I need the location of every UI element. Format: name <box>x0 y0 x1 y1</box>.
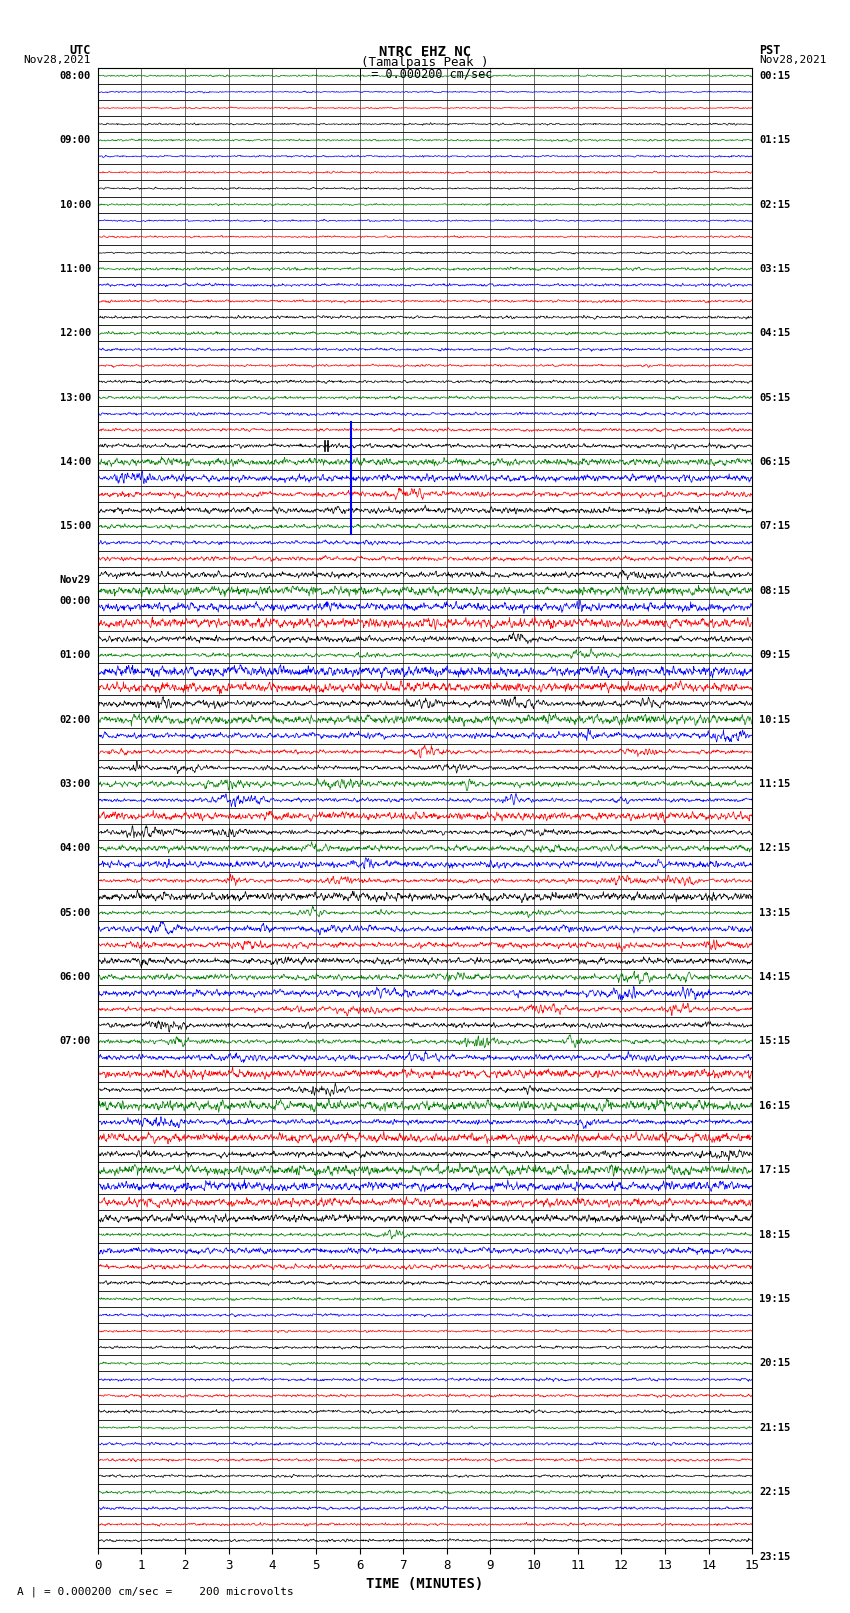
Text: NTRC EHZ NC: NTRC EHZ NC <box>379 45 471 60</box>
Text: 19:15: 19:15 <box>759 1294 791 1303</box>
Text: 15:00: 15:00 <box>60 521 91 531</box>
Text: UTC: UTC <box>70 44 91 56</box>
Text: 09:15: 09:15 <box>759 650 791 660</box>
Text: A | = 0.000200 cm/sec =    200 microvolts: A | = 0.000200 cm/sec = 200 microvolts <box>17 1586 294 1597</box>
Text: 15:15: 15:15 <box>759 1037 791 1047</box>
Text: 14:15: 14:15 <box>759 973 791 982</box>
Text: 00:00: 00:00 <box>60 597 91 606</box>
Text: 13:15: 13:15 <box>759 908 791 918</box>
Text: 10:15: 10:15 <box>759 715 791 724</box>
Text: 05:15: 05:15 <box>759 392 791 403</box>
Text: 07:00: 07:00 <box>60 1037 91 1047</box>
Text: 06:00: 06:00 <box>60 973 91 982</box>
Text: 12:15: 12:15 <box>759 844 791 853</box>
Text: 17:15: 17:15 <box>759 1165 791 1176</box>
Text: 06:15: 06:15 <box>759 456 791 468</box>
Text: 03:15: 03:15 <box>759 265 791 274</box>
Text: (Tamalpais Peak ): (Tamalpais Peak ) <box>361 56 489 69</box>
Text: 09:00: 09:00 <box>60 135 91 145</box>
Text: 02:00: 02:00 <box>60 715 91 724</box>
Text: | = 0.000200 cm/sec: | = 0.000200 cm/sec <box>357 68 493 81</box>
Text: Nov28,2021: Nov28,2021 <box>24 55 91 65</box>
Text: PST: PST <box>759 44 780 56</box>
Text: 16:15: 16:15 <box>759 1100 791 1111</box>
Text: 20:15: 20:15 <box>759 1358 791 1368</box>
Text: 04:00: 04:00 <box>60 844 91 853</box>
Text: 03:00: 03:00 <box>60 779 91 789</box>
X-axis label: TIME (MINUTES): TIME (MINUTES) <box>366 1578 484 1592</box>
Text: 11:00: 11:00 <box>60 265 91 274</box>
Text: 18:15: 18:15 <box>759 1229 791 1240</box>
Text: 08:15: 08:15 <box>759 586 791 595</box>
Text: 04:15: 04:15 <box>759 329 791 339</box>
Text: 12:00: 12:00 <box>60 329 91 339</box>
Text: 22:15: 22:15 <box>759 1487 791 1497</box>
Text: Nov29: Nov29 <box>60 576 91 586</box>
Text: 05:00: 05:00 <box>60 908 91 918</box>
Text: 07:15: 07:15 <box>759 521 791 531</box>
Text: 01:15: 01:15 <box>759 135 791 145</box>
Text: 13:00: 13:00 <box>60 392 91 403</box>
Text: 21:15: 21:15 <box>759 1423 791 1432</box>
Text: 23:15: 23:15 <box>759 1552 791 1561</box>
Text: 00:15: 00:15 <box>759 71 791 81</box>
Text: Nov28,2021: Nov28,2021 <box>759 55 826 65</box>
Text: 08:00: 08:00 <box>60 71 91 81</box>
Text: 11:15: 11:15 <box>759 779 791 789</box>
Text: 01:00: 01:00 <box>60 650 91 660</box>
Text: 14:00: 14:00 <box>60 456 91 468</box>
Text: 02:15: 02:15 <box>759 200 791 210</box>
Text: 10:00: 10:00 <box>60 200 91 210</box>
